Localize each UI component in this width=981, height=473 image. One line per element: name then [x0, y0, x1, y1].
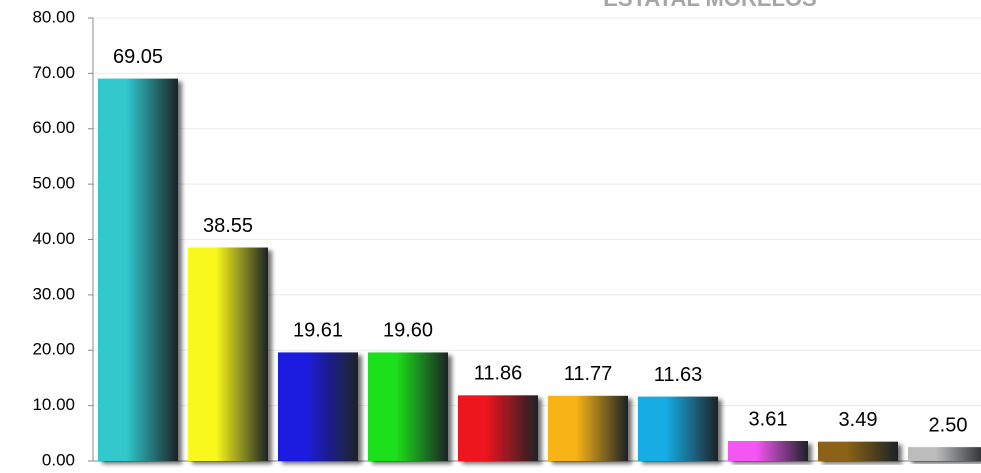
bar	[368, 352, 448, 461]
y-tick-label: 80.00	[32, 7, 75, 26]
bar	[188, 247, 268, 461]
y-tick-label: 60.00	[32, 118, 75, 137]
bar	[278, 352, 358, 461]
y-tick-label: 40.00	[32, 229, 75, 248]
y-tick-label: 70.00	[32, 63, 75, 82]
bar	[458, 395, 538, 461]
value-label: 11.77	[564, 363, 613, 385]
value-label: 11.86	[474, 363, 523, 385]
y-tick-label: 30.00	[32, 284, 75, 303]
bar	[908, 447, 981, 461]
value-label: 3.61	[749, 408, 788, 430]
chart-title: ESTATAL MORELOS	[603, 0, 816, 11]
value-label: 19.60	[383, 320, 433, 342]
y-tick-label: 50.00	[32, 174, 75, 193]
bar	[548, 395, 628, 461]
bar	[638, 396, 718, 461]
value-label: 38.55	[203, 215, 253, 237]
y-tick-label: 10.00	[32, 395, 75, 414]
bar	[818, 441, 898, 461]
y-tick-label: 20.00	[32, 340, 75, 359]
value-label: 11.63	[654, 364, 703, 386]
value-label: 69.05	[113, 46, 163, 68]
value-label: 2.50	[929, 414, 968, 436]
y-tick-label: 0.00	[42, 450, 75, 469]
value-label: 3.49	[839, 409, 878, 431]
value-label: 19.61	[293, 320, 343, 342]
bar	[728, 441, 808, 461]
bar	[98, 78, 178, 462]
